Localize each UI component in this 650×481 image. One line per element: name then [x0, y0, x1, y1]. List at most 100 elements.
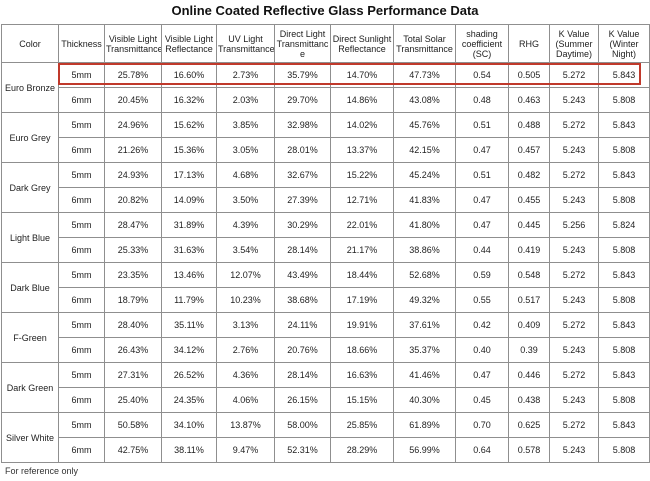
value-cell: 16.32%	[161, 87, 217, 113]
value-cell: 5.272	[549, 62, 599, 88]
value-cell: 3.54%	[216, 237, 275, 263]
value-cell: 56.99%	[393, 437, 456, 463]
value-cell: 20.82%	[104, 187, 162, 213]
value-cell: 38.86%	[393, 237, 456, 263]
value-cell: 5.808	[598, 337, 650, 363]
color-name-cell: F-Green	[1, 312, 59, 363]
value-cell: 5.808	[598, 187, 650, 213]
header-shading-coefficient: shading coefficient (SC)	[455, 24, 509, 63]
value-cell: 58.00%	[274, 412, 331, 438]
value-cell: 32.67%	[274, 162, 331, 188]
value-cell: 0.419	[508, 237, 550, 263]
value-cell: 0.505	[508, 62, 550, 88]
value-cell: 9.47%	[216, 437, 275, 463]
value-cell: 52.68%	[393, 262, 456, 288]
thickness-cell: 5mm	[58, 112, 105, 138]
value-cell: 3.13%	[216, 312, 275, 338]
value-cell: 4.68%	[216, 162, 275, 188]
thickness-cell: 5mm	[58, 362, 105, 388]
header-color: Color	[1, 24, 59, 63]
value-cell: 38.11%	[161, 437, 217, 463]
value-cell: 41.46%	[393, 362, 456, 388]
value-cell: 5.243	[549, 437, 599, 463]
value-cell: 0.548	[508, 262, 550, 288]
value-cell: 5.824	[598, 212, 650, 238]
table-row: Light Blue 5mm 28.47% 31.89% 4.39% 30.29% 22.0…	[1, 212, 650, 263]
value-cell: 0.409	[508, 312, 550, 338]
value-cell: 38.68%	[274, 287, 331, 313]
thickness-cell: 6mm	[58, 187, 105, 213]
header-k-value-summer: K Value (Summer Daytime)	[549, 24, 599, 63]
value-cell: 34.12%	[161, 337, 217, 363]
value-cell: 5.843	[598, 312, 650, 338]
thickness-cell: 6mm	[58, 87, 105, 113]
value-cell: 4.36%	[216, 362, 275, 388]
value-cell: 15.22%	[330, 162, 394, 188]
value-cell: 0.59	[455, 262, 509, 288]
value-cell: 13.46%	[161, 262, 217, 288]
value-cell: 13.37%	[330, 137, 394, 163]
value-cell: 13.87%	[216, 412, 275, 438]
value-cell: 0.40	[455, 337, 509, 363]
value-cell: 41.83%	[393, 187, 456, 213]
page-title: Online Coated Reflective Glass Performan…	[171, 3, 479, 18]
value-cell: 10.23%	[216, 287, 275, 313]
value-cell: 0.48	[455, 87, 509, 113]
value-cell: 3.05%	[216, 137, 275, 163]
value-cell: 0.51	[455, 162, 509, 188]
table-row: 6mm 20.45% 16.32% 2.03% 29.70% 14.86% 43.08% 0.…	[2, 87, 650, 113]
value-cell: 5.243	[549, 287, 599, 313]
value-cell: 18.79%	[104, 287, 162, 313]
value-cell: 5.843	[598, 162, 650, 188]
value-cell: 18.66%	[330, 337, 394, 363]
value-cell: 14.86%	[330, 87, 394, 113]
value-cell: 5.808	[598, 87, 650, 113]
value-cell: 35.79%	[274, 62, 331, 88]
value-cell: 14.02%	[330, 112, 394, 138]
value-cell: 0.51	[455, 112, 509, 138]
value-cell: 0.44	[455, 237, 509, 263]
value-cell: 42.15%	[393, 137, 456, 163]
header-visible-light-reflectance: Visible Light Reflectance	[161, 24, 217, 63]
value-cell: 5.272	[549, 162, 599, 188]
value-cell: 5.243	[549, 387, 599, 413]
value-cell: 17.13%	[161, 162, 217, 188]
value-cell: 0.488	[508, 112, 550, 138]
color-name-cell: Silver White	[1, 412, 59, 463]
value-cell: 28.01%	[274, 137, 331, 163]
value-cell: 5.843	[598, 262, 650, 288]
value-cell: 0.446	[508, 362, 550, 388]
table-row: 6mm 20.82% 14.09% 3.50% 27.39% 12.71% 41.83% 0.…	[2, 187, 650, 213]
performance-table: Color Thickness Visible Light Transmitta…	[1, 24, 650, 463]
table-row: Silver White 5mm 50.58% 34.10% 13.87% 58.00% 2…	[1, 412, 650, 463]
value-cell: 45.24%	[393, 162, 456, 188]
thickness-cell: 6mm	[58, 287, 105, 313]
header-direct-sunlight-reflectance: Direct Sunlight Reflectance	[330, 24, 394, 63]
value-cell: 5.272	[549, 312, 599, 338]
value-cell: 3.50%	[216, 187, 275, 213]
value-cell: 15.36%	[161, 137, 217, 163]
color-name-cell: Euro Grey	[1, 112, 59, 163]
value-cell: 29.70%	[274, 87, 331, 113]
value-cell: 28.47%	[104, 212, 162, 238]
value-cell: 11.79%	[161, 287, 217, 313]
header-total-solar-transmittance: Total Solar Transmittance	[393, 24, 456, 63]
table-row: Dark Grey 5mm 24.93% 17.13% 4.68% 32.67% 15.22…	[1, 162, 650, 213]
color-name-cell: Dark Green	[1, 362, 59, 413]
value-cell: 37.61%	[393, 312, 456, 338]
value-cell: 2.03%	[216, 87, 275, 113]
value-cell: 20.45%	[104, 87, 162, 113]
value-cell: 26.15%	[274, 387, 331, 413]
value-cell: 0.39	[508, 337, 550, 363]
value-cell: 21.17%	[330, 237, 394, 263]
value-cell: 16.63%	[330, 362, 394, 388]
value-cell: 5.843	[598, 412, 650, 438]
value-cell: 0.625	[508, 412, 550, 438]
header-row: Color Thickness Visible Light Transmitta…	[1, 24, 650, 63]
thickness-cell: 6mm	[58, 337, 105, 363]
value-cell: 31.89%	[161, 212, 217, 238]
value-cell: 12.71%	[330, 187, 394, 213]
table-row: 6mm 21.26% 15.36% 3.05% 28.01% 13.37% 42.15% 0.…	[2, 137, 650, 163]
table-row: 6mm 25.33% 31.63% 3.54% 28.14% 21.17% 38.86% 0.…	[2, 237, 650, 263]
value-cell: 35.37%	[393, 337, 456, 363]
